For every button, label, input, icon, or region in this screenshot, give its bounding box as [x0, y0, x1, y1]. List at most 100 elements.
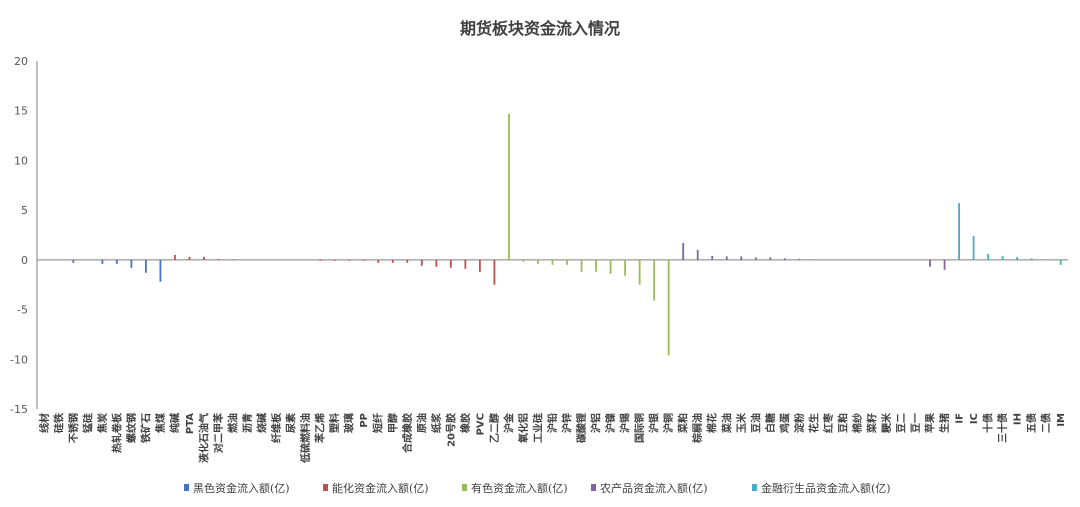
x-tick-label: 花生: [807, 413, 820, 433]
legend-swatch: [184, 484, 189, 491]
x-tick-label: 鸡蛋: [778, 413, 791, 434]
x-tick-label: 国际铜: [633, 413, 646, 443]
x-tick-label: 五债: [1025, 413, 1038, 433]
bar-3: [522, 259, 525, 262]
x-tick-label: 苹果: [924, 412, 937, 433]
x-tick-label: 液化石油气: [197, 413, 210, 463]
bar-2: [217, 258, 220, 260]
bar-4: [711, 255, 714, 260]
y-tick-label: 20: [14, 55, 28, 68]
x-tick-label: 燃油: [227, 413, 240, 433]
x-tick-label: 橡胶: [459, 413, 472, 433]
x-tick-label: 苯乙烯: [314, 413, 327, 444]
x-tick-label: 氧化铝: [517, 413, 530, 444]
x-tick-label: 三十债: [996, 413, 1009, 443]
legend-label: 农产品资金流入额(亿): [600, 481, 708, 495]
y-tick-label: 5: [21, 204, 28, 217]
bar-2: [174, 254, 176, 260]
x-tick-label: IH: [1013, 413, 1024, 425]
x-tick-label: 焦炭: [96, 413, 109, 434]
bar-2: [420, 259, 423, 266]
bar-2: [203, 256, 205, 260]
bar-3: [609, 259, 612, 274]
x-tick-label: 不锈钢: [67, 413, 80, 443]
x-tick-label: 尿素: [285, 413, 298, 433]
x-tick-label: 菜籽: [865, 413, 878, 434]
bar-4: [769, 257, 772, 260]
x-tick-label: 沪铜: [662, 413, 675, 433]
x-tick-label: 纸浆: [430, 412, 443, 433]
bar-5: [972, 235, 975, 260]
bar-3: [638, 259, 641, 285]
bar-5: [1030, 258, 1033, 260]
bar-2: [348, 259, 351, 261]
x-tick-label: 豆二: [896, 413, 908, 433]
bar-2: [435, 259, 438, 267]
x-tick-label: 铁矿石: [139, 413, 152, 443]
x-tick-label: 短纤: [372, 413, 385, 433]
x-tick-labels: 线材 硅铁 不锈钢 锰硅 焦炭 热轧卷板 螺纹钢 铁矿石 焦煤 纯碱 PTA 液化石油气 对二甲苯 燃油沥…: [38, 412, 1067, 464]
x-tick-label: 热轧卷板: [110, 412, 123, 453]
bar-2: [478, 259, 481, 272]
bar-4: [682, 242, 685, 260]
bar-4: [812, 259, 815, 260]
bar-1: [101, 259, 104, 264]
bar-4: [696, 249, 699, 260]
x-tick-label: 低硫燃料油: [299, 413, 312, 464]
x-tick-label: 菜粕: [677, 413, 690, 434]
x-tick-label: 棕榈油: [691, 413, 704, 444]
bar-2: [232, 259, 234, 260]
bar-4: [725, 256, 728, 260]
bar-4: [740, 256, 743, 260]
x-tick-label: PP: [359, 413, 370, 428]
x-tick-label: 十债: [982, 413, 995, 433]
bar-3: [537, 259, 539, 264]
y-tick-label: 15: [14, 105, 28, 118]
bar-2: [188, 256, 191, 260]
bar-3: [551, 259, 554, 265]
bar-3: [566, 259, 568, 265]
x-tick-label: 硅铁: [52, 413, 65, 433]
y-tick-label: 0: [21, 254, 28, 267]
bar-5: [1001, 255, 1004, 260]
legend-label: 黑色资金流入额(亿): [193, 481, 290, 495]
bar-1: [159, 259, 162, 282]
x-tick-label: 沪金: [502, 412, 515, 433]
legend-label: 有色资金流入额(亿): [471, 481, 568, 495]
bar-5: [1016, 256, 1019, 260]
x-tick-label: 白糖: [764, 413, 777, 433]
bar-2: [377, 259, 380, 263]
legend: 黑色资金流入额(亿) 能化资金流入额(亿) 有色资金流入额(亿) 农产品资金流入额(亿…: [184, 481, 891, 495]
x-tick-label: IC: [969, 413, 980, 424]
x-tick-label: 沪锌: [561, 413, 574, 433]
x-tick-label: 淀粉: [793, 413, 806, 433]
legend-label: 能化资金流入额(亿): [332, 481, 429, 495]
x-tick-label: 沪铅: [546, 413, 559, 433]
x-tick-label: PTA: [185, 413, 196, 434]
bar-2: [333, 259, 336, 261]
bar-1: [115, 259, 118, 264]
bar-3: [653, 259, 656, 301]
bar-5: [958, 203, 960, 260]
x-tick-label: 沥青: [241, 413, 254, 433]
x-tick-label: 焦煤: [154, 413, 167, 434]
x-tick-label: IM: [1056, 413, 1067, 427]
bar-1: [130, 259, 133, 268]
bar-5: [1059, 259, 1062, 265]
bar-3: [595, 259, 597, 272]
x-tick-label: 红枣: [822, 412, 835, 433]
bar-4: [798, 258, 801, 260]
bar-4: [783, 258, 786, 260]
x-tick-label: 合成橡胶: [401, 413, 414, 454]
x-tick-label: 生猪: [938, 413, 951, 433]
x-tick-label: 工业硅: [531, 413, 544, 443]
x-tick-label: 沪镍: [604, 413, 617, 433]
x-tick-label: 乙二醇: [488, 413, 501, 443]
legend-swatch: [323, 484, 328, 491]
bar-5: [987, 253, 990, 260]
x-tick-label: 20号胶: [444, 413, 457, 447]
x-tick-label: 纤维板: [270, 412, 283, 443]
x-tick-label: 沪银: [648, 412, 661, 433]
